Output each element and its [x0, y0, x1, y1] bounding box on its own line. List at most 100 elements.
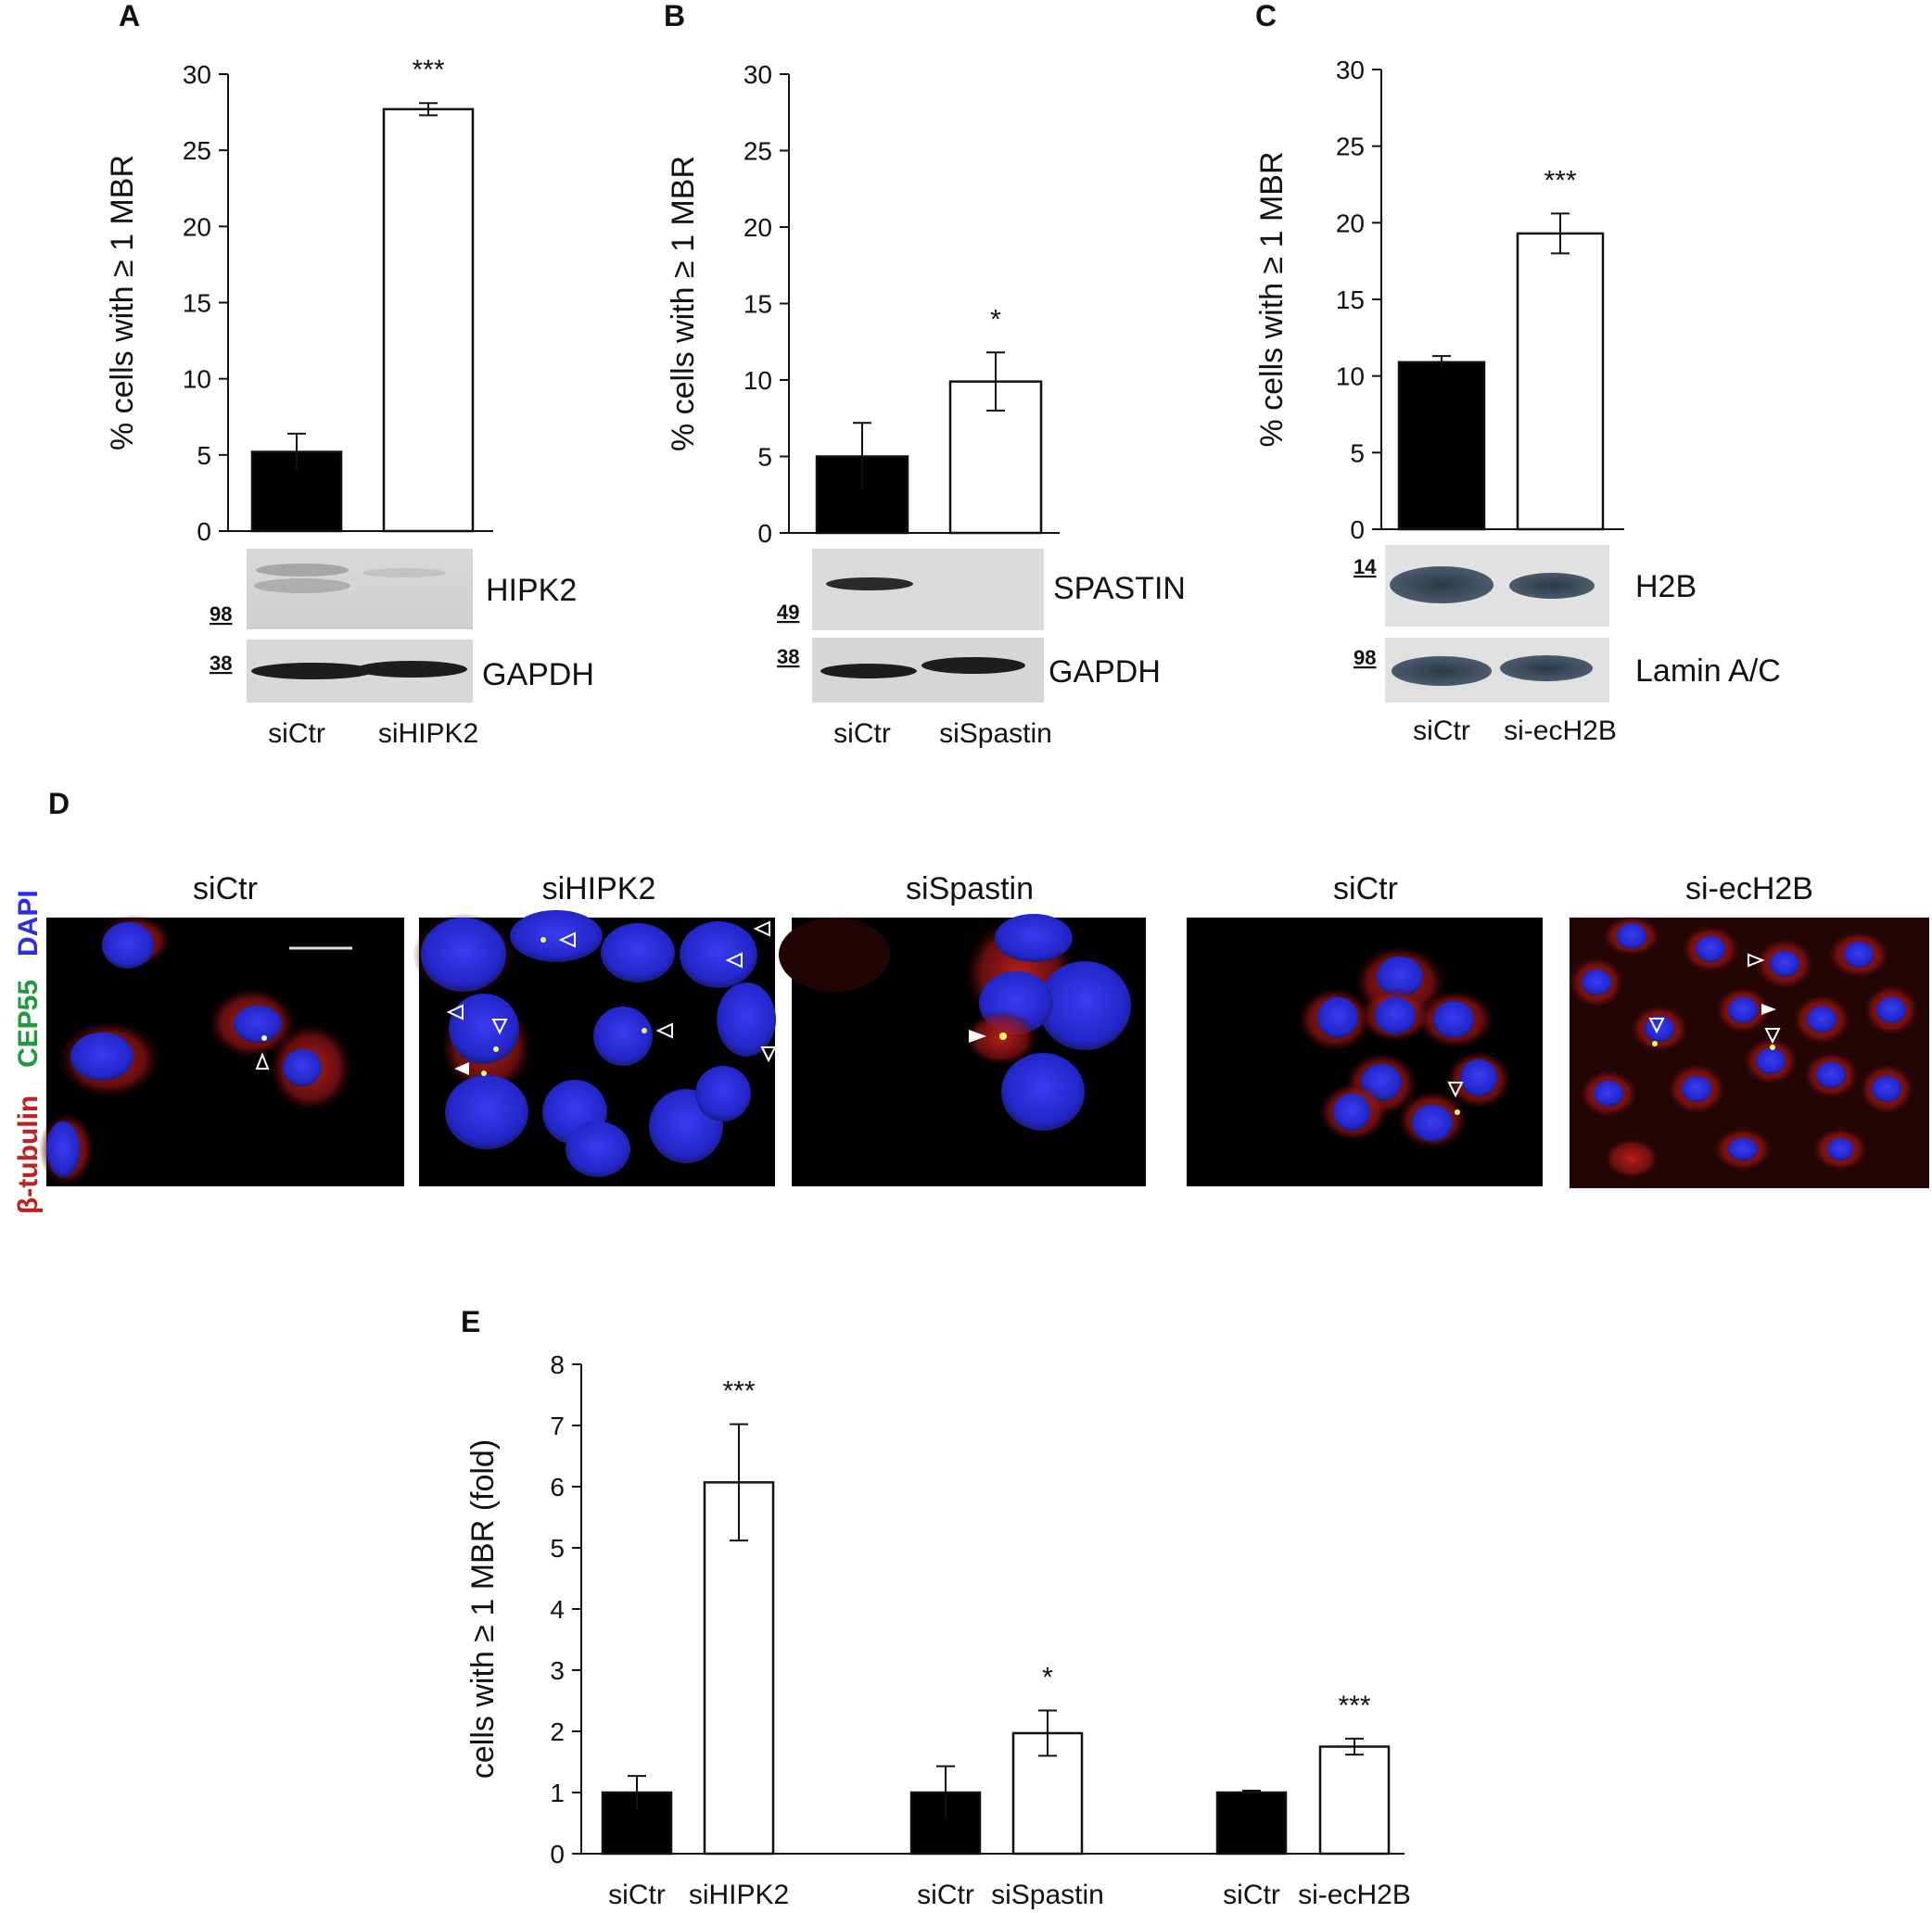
- stain-legend: β-tubulin CEP55 DAPI: [13, 890, 44, 1214]
- bar: [1397, 361, 1486, 531]
- category-label: siHIPK2: [689, 1880, 789, 1910]
- stain-label-cep55: CEP55: [13, 980, 44, 1068]
- y-tick-label: 25: [1336, 133, 1365, 161]
- bar: [703, 1481, 775, 1856]
- blot-label-spastin: SPASTIN: [1053, 571, 1186, 606]
- western-blot-a: HIPK2 GAPDH 98 38: [210, 549, 594, 703]
- y-axis-label: % cells with ≥ 1 MBR: [666, 156, 701, 451]
- mw-marker: 98: [210, 602, 232, 626]
- category-label: si-ecH2B: [1504, 716, 1617, 746]
- western-blot-c: H2B Lamin A/C 14 98: [1354, 545, 1781, 703]
- y-tick-label: 5: [197, 441, 211, 470]
- arrowhead-icon: [558, 931, 576, 948]
- y-tick-label: 15: [1336, 285, 1365, 314]
- category-label: siSpastin: [991, 1880, 1104, 1910]
- arrowhead-icon: [753, 920, 770, 937]
- y-tick-label: 0: [1350, 515, 1365, 544]
- arrowhead-icon: [1648, 1018, 1665, 1034]
- significance-label: *: [1042, 1663, 1053, 1693]
- micrograph-title: siHIPK2: [542, 871, 656, 906]
- category-label: siCtr: [917, 1880, 974, 1910]
- micrograph-sispastin: [779, 914, 1146, 1186]
- y-tick-label: 5: [757, 443, 772, 472]
- band: [356, 661, 467, 678]
- y-tick-label: 0: [197, 517, 211, 546]
- stain-label-tubulin: β-tubulin: [13, 1096, 44, 1214]
- significance-label: ***: [1544, 165, 1576, 196]
- micrograph-sictr: [39, 915, 404, 1186]
- y-tick-label: 7: [550, 1412, 565, 1440]
- micrograph-panel: β-tubulin CEP55 DAPI siCtr siHIPK2 siSpa…: [13, 871, 1929, 1214]
- band: [922, 657, 1025, 674]
- arrowhead-icon: [655, 1022, 673, 1039]
- y-tick-label: 20: [183, 212, 211, 241]
- significance-label: ***: [412, 55, 444, 85]
- band: [1390, 566, 1493, 603]
- arrowhead-icon: [760, 1046, 777, 1063]
- micrograph-title: siCtr: [193, 871, 258, 906]
- y-tick-label: 15: [744, 290, 772, 319]
- band: [1392, 656, 1492, 686]
- y-tick-label: 20: [1336, 209, 1365, 237]
- y-tick-label: 30: [744, 60, 772, 89]
- y-tick-label: 3: [550, 1656, 565, 1685]
- blot-label-h2b: H2B: [1635, 569, 1697, 604]
- stain-label-dapi: DAPI: [13, 890, 44, 956]
- panel-label-e: E: [461, 1305, 480, 1338]
- arrowhead-icon: [255, 1052, 270, 1070]
- y-tick-label: 5: [550, 1534, 565, 1563]
- y-axis-label: % cells with ≥ 1 MBR: [105, 155, 140, 450]
- panel-label-c: C: [1255, 0, 1277, 32]
- mw-marker: 38: [777, 645, 799, 668]
- blot-label-gapdh: GAPDH: [482, 657, 594, 692]
- band: [1509, 573, 1595, 599]
- chart-a: 0 5 10 15 20 25 30 % cells with ≥ 1 MBR siCtr ***…: [105, 55, 493, 749]
- band: [256, 564, 349, 576]
- category-label: siCtr: [1413, 716, 1470, 746]
- y-tick-label: 6: [550, 1473, 565, 1501]
- western-blot-b: SPASTIN GAPDH 49 38: [777, 549, 1186, 703]
- y-tick-label: 30: [183, 60, 211, 89]
- blot-label-lamin: Lamin A/C: [1635, 653, 1781, 689]
- arrowhead-icon: [725, 952, 743, 969]
- y-tick-label: 4: [550, 1595, 565, 1624]
- y-tick-label: 8: [550, 1350, 565, 1379]
- y-tick-label: 2: [550, 1717, 565, 1746]
- y-tick-label: 0: [550, 1840, 565, 1869]
- significance-label: *: [990, 304, 1001, 335]
- blot-label-hipk2: HIPK2: [486, 573, 577, 608]
- y-tick-label: 10: [1336, 362, 1365, 391]
- arrowhead-icon: [1748, 953, 1765, 968]
- arrowhead-icon: [454, 1062, 469, 1075]
- bar: [1516, 232, 1605, 531]
- micrograph-si-ech2b: [1569, 916, 1929, 1188]
- significance-label: ***: [1338, 1691, 1370, 1721]
- mw-marker: 14: [1354, 555, 1377, 578]
- micrograph-title: siSpastin: [906, 871, 1034, 906]
- micrograph-sictr-2: [1187, 918, 1543, 1186]
- micrograph-title: si-ecH2B: [1685, 871, 1813, 906]
- category-label: siCtr: [268, 718, 325, 749]
- bar: [1318, 1745, 1391, 1856]
- category-label: siCtr: [608, 1880, 666, 1910]
- band: [362, 568, 446, 577]
- band: [826, 577, 913, 590]
- y-tick-label: 0: [757, 519, 772, 548]
- band: [254, 578, 350, 593]
- arrowhead-icon: [1761, 1004, 1776, 1015]
- category-label: siSpastin: [939, 718, 1052, 749]
- arrowhead-icon: [1447, 1082, 1464, 1098]
- category-label: siCtr: [1223, 1880, 1280, 1910]
- arrowhead-icon: [491, 1019, 508, 1035]
- micrograph-title: siCtr: [1333, 871, 1398, 906]
- y-tick-label: 25: [183, 136, 211, 165]
- y-tick-label: 15: [183, 289, 211, 318]
- blot-label-gapdh: GAPDH: [1049, 654, 1161, 690]
- y-tick-label: 10: [183, 365, 211, 394]
- chart-b: 0 5 10 15 20 25 30 % cells with ≥ 1 MBR siCtr * si…: [666, 60, 1060, 749]
- y-tick-label: 30: [1336, 56, 1365, 84]
- bar: [382, 108, 475, 533]
- y-tick-label: 10: [744, 366, 772, 395]
- mw-marker: 49: [777, 601, 799, 624]
